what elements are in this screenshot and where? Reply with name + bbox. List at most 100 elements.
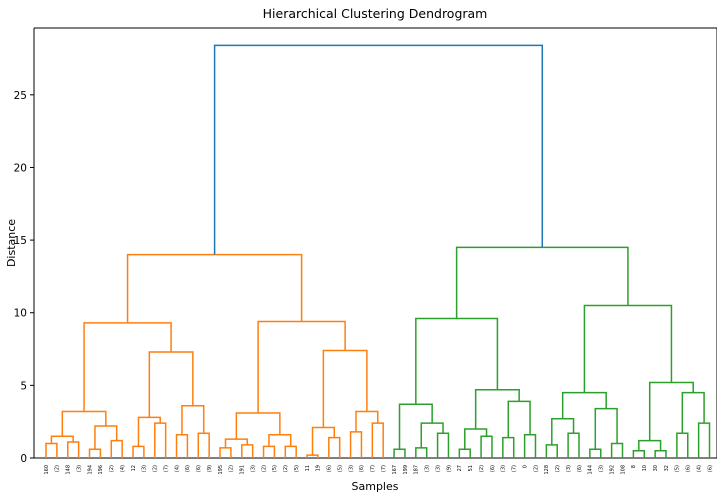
dendrogram-link (458, 448, 471, 458)
leaf-label: 51 (468, 465, 474, 471)
leaf-label: 32 (664, 465, 670, 471)
leaf-label: (2) (261, 465, 267, 472)
dendrogram-link (545, 444, 558, 458)
dendrogram-link (638, 439, 662, 451)
leaf-label: (3) (501, 465, 507, 472)
leaf-label: (2) (479, 465, 485, 472)
leaf-label: 128 (544, 465, 550, 475)
leaf-label: (4) (120, 465, 126, 472)
leaf-label: (9) (207, 465, 213, 472)
dendrogram-link (268, 434, 292, 447)
leaf-label: 30 (653, 465, 659, 471)
leaf-label: (4) (696, 465, 702, 472)
dendrogram-link (61, 410, 107, 437)
y-tick-label: 15 (14, 235, 27, 247)
dendrogram-link (110, 439, 123, 458)
dendrogram-link (224, 438, 248, 448)
leaf-label: 199 (403, 465, 409, 475)
leaf-label: 11 (305, 465, 311, 471)
leaf-label: (3) (76, 465, 82, 472)
dendrogram-link (94, 425, 118, 450)
dendrogram-link (355, 410, 379, 432)
leaf-label: (2) (109, 465, 115, 472)
dendrogram-link (175, 434, 189, 458)
leaf-label: (2) (533, 465, 539, 472)
leaf-label: (6) (359, 465, 365, 472)
leaf-label: (7) (381, 465, 387, 472)
leaf-label: 192 (609, 465, 615, 475)
leaf-label: (3) (142, 465, 148, 472)
y-tick-label: 20 (14, 162, 27, 174)
leaf-label: (2) (153, 465, 159, 472)
leaf-label: 144 (588, 465, 594, 475)
leaf-label: (4) (174, 465, 180, 472)
y-axis-label: Distance (5, 219, 18, 267)
leaf-label: (6) (196, 465, 202, 472)
dendrogram-link (241, 444, 254, 458)
leaf-label: 191 (240, 465, 246, 475)
dendrogram-link (589, 448, 602, 458)
leaf-label: 160 (44, 465, 50, 475)
leaf-label: (5) (675, 465, 681, 472)
leaf-label: (6) (185, 465, 191, 472)
dendrogram-link (257, 320, 346, 413)
leaf-label: 0 (522, 465, 528, 468)
leaf-label: (3) (250, 465, 256, 472)
leaf-label: (6) (490, 465, 496, 472)
leaf-label: (2) (55, 465, 61, 472)
leaf-label: 194 (87, 465, 93, 475)
dendrogram-link (523, 434, 537, 458)
dendrogram-link (126, 253, 303, 323)
dendrogram-link (507, 400, 531, 438)
leaf-label: (6) (327, 465, 333, 472)
leaf-label: (2) (283, 465, 289, 472)
dendrogram-link (83, 322, 172, 412)
y-tick-label: 25 (14, 90, 27, 102)
y-tick-label: 5 (20, 380, 27, 392)
leaf-label: 27 (457, 465, 463, 471)
dendrogram-link (393, 448, 406, 458)
dendrogram-link (464, 428, 488, 450)
leaf-label: (9) (446, 465, 452, 472)
y-tick-label: 0 (20, 453, 27, 465)
dendrogram-link (415, 317, 499, 405)
y-tick-label: 10 (14, 308, 27, 320)
leaf-label: (3) (566, 465, 572, 472)
leaf-label: 187 (414, 465, 420, 475)
dendrogram-link (88, 448, 102, 458)
leaf-label: 167 (392, 465, 398, 475)
leaf-label: 148 (66, 465, 72, 475)
dendrogram-link (610, 442, 624, 458)
dendrogram-link (474, 388, 520, 429)
leaf-label: 8 (631, 465, 637, 468)
x-axis-label: Samples (352, 480, 399, 493)
dendrogram-link (148, 351, 194, 418)
leaf-label: (7) (512, 465, 518, 472)
dendrogram-link (181, 404, 205, 435)
leaf-label: (5) (294, 465, 300, 472)
dendrogram-link (306, 454, 319, 458)
leaf-label: 12 (131, 465, 137, 471)
leaf-label: (6) (707, 465, 713, 472)
leaf-label: (6) (577, 465, 583, 472)
leaf-label: (6) (686, 465, 692, 472)
leaf-label: (5) (272, 465, 278, 472)
leaf-label: (3) (435, 465, 441, 472)
leaf-label: (3) (425, 465, 431, 472)
dendrogram-link (213, 44, 544, 255)
leaf-label: (3) (599, 465, 605, 472)
leaf-label: 10 (642, 465, 648, 471)
leaf-label: (2) (229, 465, 235, 472)
leaf-label: (5) (337, 465, 343, 472)
chart-title: Hierarchical Clustering Dendrogram (263, 6, 488, 21)
leaf-label: (3) (348, 465, 354, 472)
leaf-label: (7) (163, 465, 169, 472)
dendrogram-link (45, 442, 58, 458)
leaf-label: 108 (620, 465, 626, 475)
leaf-label: 195 (218, 465, 224, 475)
leaf-label: 196 (98, 465, 104, 475)
leaf-label: (2) (555, 465, 561, 472)
